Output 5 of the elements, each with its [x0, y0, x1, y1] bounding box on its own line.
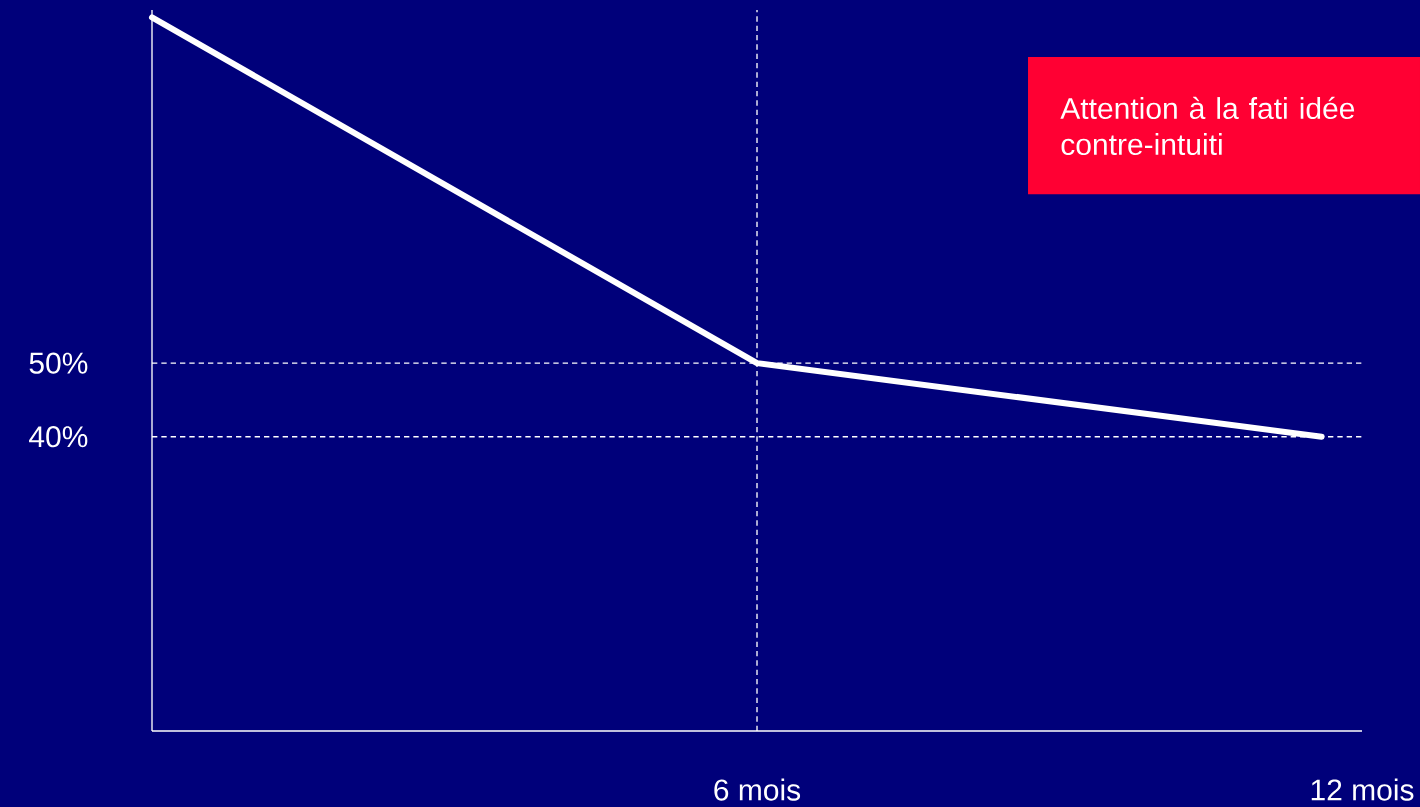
y-tick-label: 40% — [29, 426, 88, 448]
y-tick-label: 50% — [29, 352, 88, 374]
x-tick-label: 12 mois — [1311, 778, 1414, 801]
annotation: Attention à la fati idée contre-intuiti — [1060, 96, 1355, 156]
x-tick-label: 6 mois — [714, 778, 801, 801]
